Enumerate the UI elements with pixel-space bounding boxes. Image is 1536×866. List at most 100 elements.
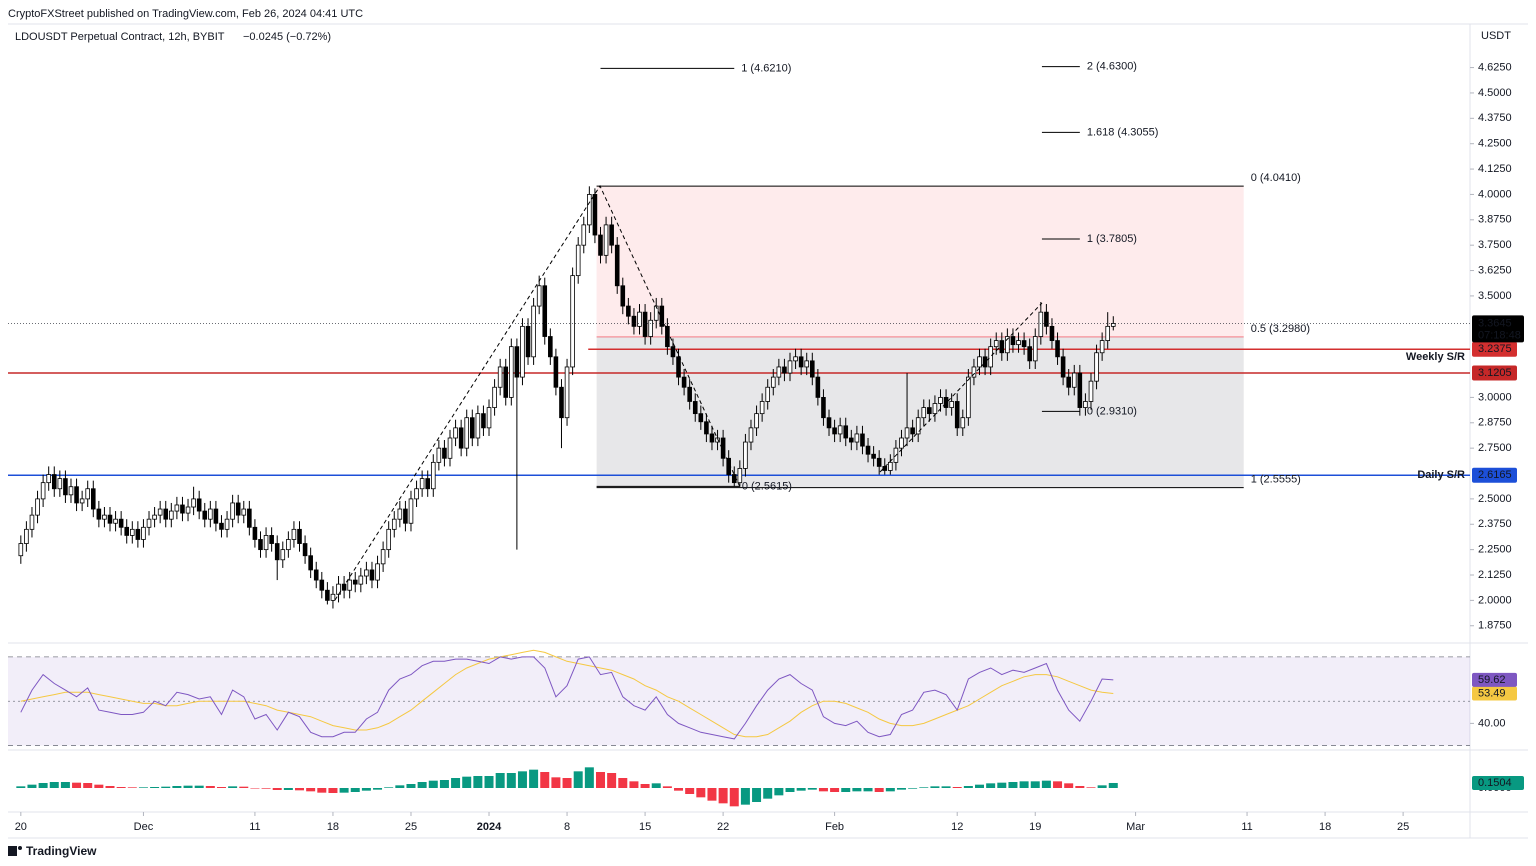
candle-body xyxy=(208,508,213,520)
candle-body xyxy=(876,457,882,467)
fib-zone-upper xyxy=(596,186,1244,337)
candle-body xyxy=(492,386,497,408)
candle-body xyxy=(687,386,692,402)
candle-body xyxy=(202,510,208,520)
histogram-bar xyxy=(295,788,305,791)
candle-body xyxy=(425,478,431,490)
histogram-bar xyxy=(963,786,973,788)
histogram-bar xyxy=(451,778,461,788)
histogram-bar xyxy=(818,788,828,792)
histogram-bar xyxy=(785,788,795,792)
candle-body xyxy=(90,488,96,510)
candle-body xyxy=(213,508,219,524)
histogram-bar xyxy=(306,788,316,792)
histogram-bar xyxy=(250,788,260,789)
zigzag-drawing xyxy=(334,184,741,601)
histogram-bar xyxy=(506,773,516,788)
candle-body xyxy=(1016,340,1021,346)
candle-body xyxy=(135,528,141,540)
histogram-bar xyxy=(651,783,661,788)
candle-body xyxy=(486,407,492,429)
x-tick-label: 15 xyxy=(639,821,651,833)
candle-body xyxy=(642,311,648,337)
histogram-bar xyxy=(562,778,572,788)
candle-body xyxy=(74,486,79,504)
candle-body xyxy=(102,514,107,520)
histogram-bar xyxy=(27,784,37,788)
candle-body xyxy=(1083,401,1088,408)
candle-body xyxy=(614,244,620,287)
publisher: CryptoFXStreet published on TradingView.… xyxy=(8,8,363,20)
level-tag-label: 3.2375 xyxy=(1478,343,1512,355)
brand: TradingView xyxy=(26,844,97,858)
histogram-bar xyxy=(161,786,171,788)
x-tick-label: 20 xyxy=(15,821,27,833)
candle-body xyxy=(754,413,759,429)
histogram-bar xyxy=(807,788,817,790)
histogram-bar xyxy=(406,784,416,788)
histogram-bar xyxy=(841,788,851,792)
histogram-bar xyxy=(986,783,996,788)
candle-body xyxy=(1010,336,1016,346)
candle-body xyxy=(815,376,821,398)
level-name: Daily S/R xyxy=(1417,469,1465,481)
candle-body xyxy=(603,224,609,256)
candle-body xyxy=(408,498,414,524)
candle-body xyxy=(1071,372,1077,388)
candle-body xyxy=(1027,346,1032,362)
candle-body xyxy=(770,376,776,388)
x-tick-label: 22 xyxy=(717,821,729,833)
logo-mark xyxy=(18,846,22,850)
histogram-bar xyxy=(395,785,405,788)
histogram-bar xyxy=(573,771,583,788)
candle-body xyxy=(520,325,525,378)
candle-body xyxy=(1021,340,1027,348)
x-tick-label: Dec xyxy=(134,821,154,833)
histogram-bar xyxy=(428,780,438,788)
candle-body xyxy=(1038,311,1044,337)
candle-body xyxy=(849,437,854,443)
candle-body xyxy=(1005,336,1010,354)
candle-body xyxy=(1049,325,1055,341)
candle-body xyxy=(163,508,169,520)
candle-body xyxy=(481,413,486,429)
x-tick-label: 19 xyxy=(1029,821,1041,833)
candle-body xyxy=(1032,336,1038,362)
histogram-bar xyxy=(1019,781,1029,788)
candle-body xyxy=(804,360,810,368)
histogram-bar xyxy=(740,788,750,805)
candle-body xyxy=(252,526,258,540)
candle-body xyxy=(676,356,681,378)
candle-body xyxy=(553,356,559,388)
level-tag-label: 3.1205 xyxy=(1478,367,1512,379)
candle-body xyxy=(157,508,163,516)
histogram-bar xyxy=(640,784,650,788)
candle-body xyxy=(637,311,642,327)
candle-body xyxy=(107,514,113,524)
candle-body xyxy=(152,514,157,520)
histogram-tag xyxy=(1472,775,1524,790)
candle-body xyxy=(843,425,849,439)
candle-body xyxy=(798,356,804,368)
histogram-bar xyxy=(138,787,148,788)
histogram-bar xyxy=(774,788,784,796)
histogram-bar xyxy=(975,784,985,788)
candle-body xyxy=(369,569,375,581)
histogram-bar xyxy=(1008,782,1018,788)
histogram-bar xyxy=(350,788,360,792)
candle-body xyxy=(564,366,570,419)
histogram-bar xyxy=(94,784,104,788)
last-price-tag xyxy=(1472,315,1524,343)
candle-body xyxy=(882,466,888,471)
currency: USDT xyxy=(1481,30,1511,42)
histogram-bar xyxy=(60,782,70,788)
last-price-label: 3.3645 xyxy=(1478,317,1512,329)
candle-body xyxy=(397,508,403,520)
candle-body xyxy=(313,569,319,581)
x-tick-label: 2024 xyxy=(477,821,502,833)
candle-body xyxy=(40,482,46,500)
y-tick-label: 2.8750 xyxy=(1478,417,1512,429)
candle-body xyxy=(809,360,815,378)
